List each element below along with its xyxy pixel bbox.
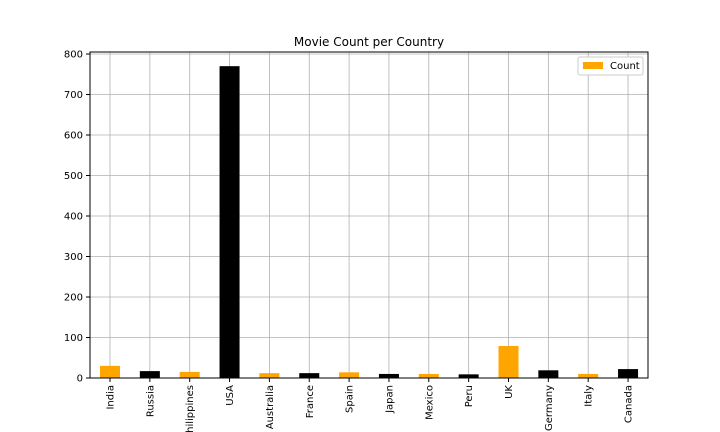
x-tick-label: Mexico (424, 385, 435, 420)
x-tick-label: Italy (584, 385, 595, 407)
bar-australia (259, 373, 280, 378)
bar-japan (378, 373, 399, 378)
x-tick-label: UK (504, 385, 515, 399)
bar-peru (458, 374, 479, 378)
y-tick-label: 600 (64, 131, 83, 142)
bar-india (100, 365, 120, 378)
bar-uk (498, 346, 519, 378)
y-tick-label: 100 (64, 333, 83, 344)
x-tick-label: USA (225, 385, 236, 406)
x-tick-label: Germany (544, 385, 555, 431)
bar-mexico (418, 373, 439, 378)
x-tick-label: Australia (265, 385, 276, 429)
bar-usa (219, 66, 240, 378)
x-tick-label: Canada (624, 385, 635, 423)
plot-frame (89, 51, 649, 379)
x-tick-label: Peru (464, 385, 475, 407)
x-tick-label: Philippines (185, 385, 196, 432)
y-tick-label: 400 (64, 212, 83, 223)
x-tick-label: Japan (384, 385, 395, 414)
bar-france (299, 373, 320, 378)
y-tick-label: 200 (64, 293, 83, 304)
x-tick-label: Russia (145, 385, 156, 417)
y-tick-label: 800 (64, 50, 83, 61)
grid-lines (90, 52, 648, 379)
bar-philippines (179, 371, 200, 378)
x-axis: India Russia Philippines USA Australia France… (106, 378, 635, 432)
bars (100, 66, 639, 378)
legend-label: Count (610, 61, 640, 72)
chart-title: Movie Count per Country (294, 35, 444, 49)
bar-canada (618, 369, 639, 378)
bar-russia (139, 371, 160, 378)
legend: Count (577, 56, 644, 76)
x-tick-label: France (305, 385, 316, 418)
y-tick-label: 700 (64, 90, 83, 101)
bar-spain (339, 372, 360, 378)
y-tick-label: 500 (64, 171, 83, 182)
bar-germany (538, 370, 559, 378)
x-tick-label: India (106, 385, 117, 410)
x-tick-label: Spain (345, 385, 356, 413)
y-tick-label: 0 (77, 374, 83, 385)
legend-swatch (583, 62, 603, 69)
y-axis: 0 100 200 300 400 500 600 700 800 (64, 50, 90, 385)
legend-box (577, 56, 644, 76)
bar-italy (578, 373, 599, 378)
y-tick-label: 300 (64, 252, 83, 263)
